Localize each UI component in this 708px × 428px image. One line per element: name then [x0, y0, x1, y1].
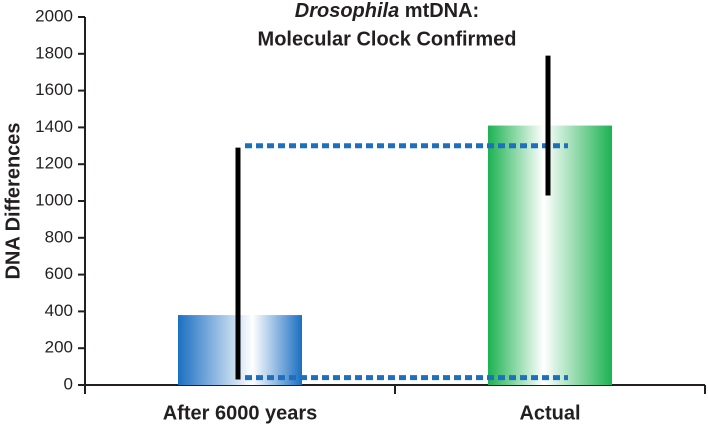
y-axis-label: DNA Differences [2, 122, 24, 279]
y-tick-label: 1400 [35, 117, 73, 136]
y-tick-label: 1600 [35, 80, 73, 99]
y-tick-label: 200 [45, 338, 73, 357]
chart-title: Molecular Clock Confirmed [258, 28, 517, 50]
x-tick-label: After 6000 years [163, 402, 318, 424]
x-tick-label: Actual [519, 402, 580, 424]
title-part: Drosophila [295, 0, 399, 22]
y-tick-label: 600 [45, 264, 73, 283]
y-tick-label: 400 [45, 301, 73, 320]
y-tick-label: 2000 [35, 6, 73, 25]
y-tick-label: 800 [45, 227, 73, 246]
chart-title: Drosophila mtDNA: [295, 0, 479, 22]
y-tick-label: 1000 [35, 190, 73, 209]
y-tick-label: 0 [64, 374, 73, 393]
y-tick-label: 1800 [35, 43, 73, 62]
title-part: mtDNA: [405, 0, 479, 22]
y-tick-label: 1200 [35, 154, 73, 173]
